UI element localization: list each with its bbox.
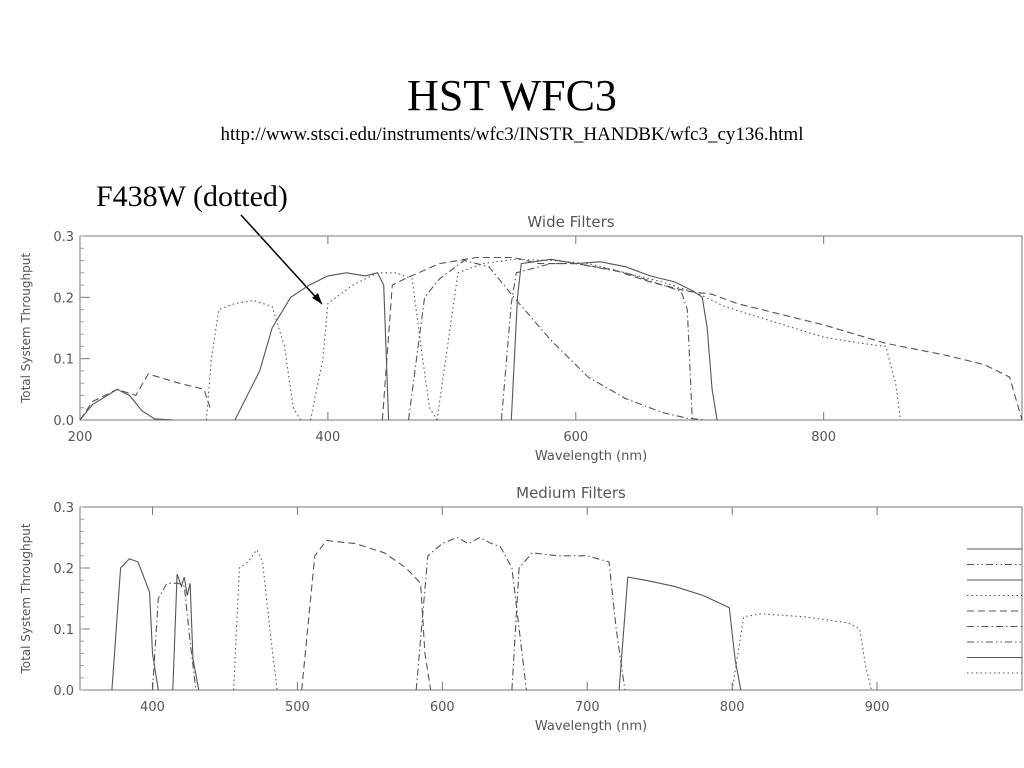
series-line-4 [234,272,390,421]
y-tick-label: 0.3 [53,230,74,245]
x-axis-label: Wavelength (nm) [535,449,647,464]
series-line-1 [79,373,211,421]
slide-source-url: http://www.stsci.edu/instruments/wfc3/IN… [220,124,804,145]
series-line-1 [111,558,159,691]
legend [967,548,1022,674]
y-tick-label: 0.1 [53,353,74,368]
wide-filters-chart: Wide Filters Wavelength (nm) Total System … [19,213,1023,464]
x-tick-label: 700 [575,700,600,715]
y-tick-label: 0.2 [53,291,74,306]
y-axis-label: Total System Throughput [19,253,33,404]
x-tick-label: 400 [140,700,165,715]
callout-arrow [240,214,323,305]
series-line-4 [233,548,278,691]
plot-frame [79,506,1023,691]
series-line-6 [381,256,1023,421]
callout-arrow-head [312,293,322,304]
y-tick-label: 0.3 [53,501,74,516]
series-line-3 [172,573,200,691]
series-line-8 [618,576,742,691]
callout-label: F438W (dotted) [96,180,288,213]
medium-filters-chart: Medium Filters Wavelength (nm) Total Syste… [19,484,1023,734]
y-tick-label: 0.0 [53,414,74,429]
series-line-5 [309,272,438,421]
y-tick-label: 0.2 [53,562,74,577]
x-tick-label: 800 [811,430,836,445]
series-line-3 [205,299,302,421]
series-line-8 [436,258,902,421]
series-line-7 [511,552,626,691]
series-line-7 [407,259,706,421]
x-tick-label: 800 [720,700,745,715]
y-tick-label: 0.1 [53,623,74,638]
series-line-9 [500,263,693,421]
x-axis-label: Wavelength (nm) [535,719,647,734]
y-tick-label: 0.0 [53,684,74,699]
x-tick-label: 500 [285,700,310,715]
x-tick-label: 900 [865,700,890,715]
y-axis-label: Total System Throughput [19,523,33,674]
x-tick-label: 600 [430,700,455,715]
x-tick-label: 600 [563,430,588,445]
series-line-2 [79,388,174,421]
series-line-2 [151,582,197,691]
x-tick-label: 200 [68,430,93,445]
chart-title: Wide Filters [527,213,614,231]
series-line-10 [510,258,718,421]
series-line-5 [301,539,432,691]
x-tick-label: 400 [315,430,340,445]
series-line-6 [415,536,527,691]
plot-frame [79,235,1023,421]
slide-title: HST WFC3 [407,71,617,120]
series-line-9 [731,613,872,691]
chart-title: Medium Filters [516,484,626,502]
